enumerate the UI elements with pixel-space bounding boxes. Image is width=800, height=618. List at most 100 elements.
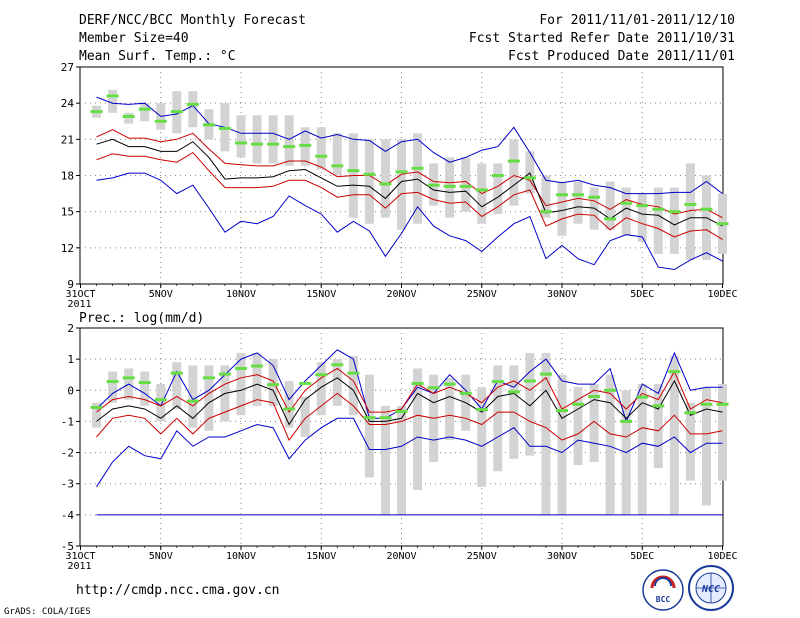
panel2-median-marker <box>363 416 376 420</box>
panel1-mean-line <box>96 138 723 227</box>
panel2-mean-plus-sd-line <box>96 367 723 414</box>
panel1-spread-box <box>605 181 615 230</box>
panel2-spread-box <box>204 365 214 431</box>
panel1-spread-box <box>332 133 342 176</box>
panel2-median-marker <box>315 373 328 377</box>
panel2-median-marker <box>331 363 344 367</box>
panel2-x-tick-label: 10NOV <box>226 551 256 562</box>
panel2-median-marker <box>251 364 264 368</box>
panel1-median-marker <box>588 195 601 199</box>
panel1-spread-box <box>685 163 695 260</box>
panel1-spread-box <box>557 181 567 236</box>
panel1-spread-box <box>316 127 326 170</box>
panel2-median-marker <box>668 370 681 374</box>
panel2-spread-box <box>156 384 166 422</box>
panel2-median-marker <box>106 380 119 384</box>
footer-url[interactable]: http://cmdp.ncc.cma.gov.cn <box>76 583 280 598</box>
panel1-median-marker <box>379 182 392 186</box>
panel2-spread-box <box>653 384 663 469</box>
forecast-started: Fcst Started Refer Date 2011/10/31 <box>469 31 735 46</box>
panel2-spread-box <box>718 384 727 481</box>
panel1-spread-box <box>188 91 198 128</box>
panel1-median-marker <box>202 123 215 127</box>
panel1-spread-box <box>364 139 374 224</box>
forecast-produced: Fcst Produced Date 2011/11/01 <box>508 49 735 64</box>
panel1-median-marker <box>700 207 713 211</box>
panel2-spread-box <box>541 352 551 515</box>
ncc-logo: NCC <box>688 565 734 611</box>
panel1-median-marker <box>459 184 472 188</box>
panel1-median-marker <box>684 202 697 206</box>
ncc-logo-text: NCC <box>701 584 720 595</box>
panel1-x-tick-label: 30NOV <box>547 289 577 300</box>
panel1-median-marker <box>443 184 456 188</box>
panel2-median-marker <box>90 405 103 409</box>
panel2-spread-box <box>589 384 599 462</box>
panel2-spread-box <box>92 402 102 428</box>
panel1-y-tick-label: 18 <box>61 170 74 183</box>
panel2-median-marker <box>267 383 280 387</box>
panel2-y-tick-label: -2 <box>61 447 74 460</box>
forecast-period: For 2011/11/01-2011/12/10 <box>539 13 735 28</box>
panel1-median-marker <box>539 210 552 214</box>
panel2-median-marker <box>202 376 215 380</box>
panel2-spread-box <box>284 380 294 428</box>
panel2-median-marker <box>379 416 392 420</box>
panel2-median-marker <box>283 407 296 411</box>
panel2-spread-box <box>268 359 278 406</box>
precip-label: Prec.: log(mm/d) <box>79 311 204 326</box>
panel2-y-tick-label: 0 <box>67 384 74 397</box>
panel1-spread-box <box>573 181 583 224</box>
panel1-median-marker <box>218 126 231 130</box>
panel1-x-tick-label: 10DEC <box>707 289 737 300</box>
panel1-median-marker <box>427 183 440 187</box>
panel2-median-marker <box>235 366 247 370</box>
panel2-median-marker <box>588 395 601 399</box>
panel2-x-tick-label: 31OCT <box>65 551 95 562</box>
panel2-median-marker <box>716 402 729 406</box>
panel1-median-marker <box>604 217 617 221</box>
panel2-max-line <box>96 349 723 423</box>
panel2-y-tick-label: 2 <box>67 322 74 335</box>
panel1-spread-box <box>380 139 390 218</box>
panel2-y-tick-label: 1 <box>67 353 74 366</box>
panel1-median-marker <box>138 107 151 111</box>
panel1-spread-box <box>493 163 503 215</box>
panel2-spread-box <box>573 387 583 466</box>
panel1-median-marker <box>170 110 183 114</box>
panel2-spread-box <box>188 365 198 428</box>
panel1-median-marker <box>154 119 167 123</box>
panel2-median-marker <box>154 398 167 402</box>
panel1-spread-box <box>124 112 134 124</box>
variable-label: Mean Surf. Temp.: °C <box>79 49 236 64</box>
panel2-x-tick-label: 10DEC <box>707 551 737 562</box>
panel2-spread-box <box>413 368 423 490</box>
panel1-spread-box <box>140 103 150 122</box>
panel1-median-marker <box>475 188 488 192</box>
panel1-median-marker <box>523 176 536 180</box>
panel2-spread-box <box>300 396 310 437</box>
panel2-median-marker <box>507 390 520 394</box>
panel2-mean-minus-sd-line <box>96 392 723 442</box>
panel2-median-marker <box>395 409 408 413</box>
panel1-mean-minus-sd-line <box>96 151 723 240</box>
panel2-median-marker <box>170 371 183 375</box>
panel1-spread-box <box>541 175 551 218</box>
panel2-median-marker <box>556 409 568 413</box>
panel2-spread-box <box>172 362 182 409</box>
panel1-x-tick-label: 5DEC <box>630 289 654 300</box>
panel2-spread-box <box>477 387 487 487</box>
panel1-median-marker <box>186 102 199 106</box>
panel1-y-tick-label: 27 <box>61 61 74 74</box>
panel2-x-tick-label: 5DEC <box>630 551 654 562</box>
panel2-x-tick-label: 25NOV <box>467 551 497 562</box>
bcc-logo-arc-inner <box>654 577 672 587</box>
bcc-logo: BCC <box>642 569 684 611</box>
panel1-mean-plus-sd-line <box>96 129 723 219</box>
panel2-median-marker <box>620 419 633 423</box>
panel2-spread-box <box>557 374 567 515</box>
panel1-median-marker <box>572 193 585 197</box>
panel2-spread-box <box>637 384 647 515</box>
panel2-spread-box <box>108 371 118 403</box>
panel1-x-tick-label: 20NOV <box>386 289 416 300</box>
